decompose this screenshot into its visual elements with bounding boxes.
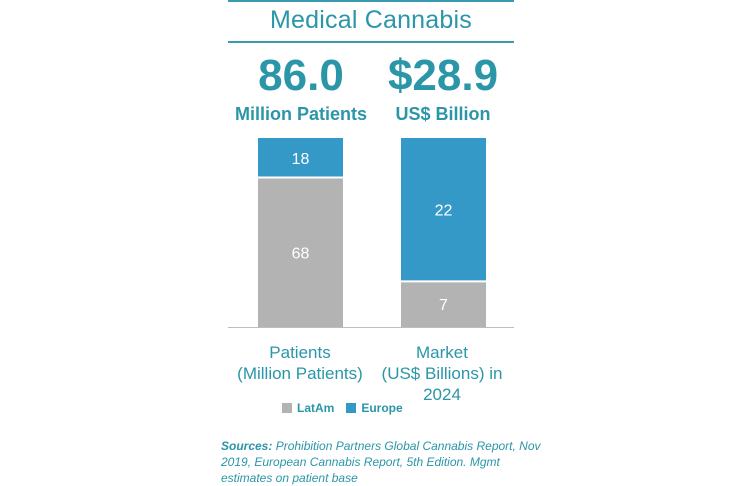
- x-label-market-line3: 2024: [423, 385, 461, 404]
- top-rule: [228, 0, 514, 2]
- data-label-market-latam: 7: [439, 297, 448, 314]
- patients-total-label: Million Patients: [234, 104, 367, 124]
- x-label-patients-line2: (Million Patients): [237, 364, 363, 383]
- data-label-market-europe: 22: [435, 203, 453, 220]
- legend-swatch-latam: [282, 403, 292, 413]
- legend-item-latam: LatAm: [282, 401, 334, 415]
- bar-patients-europe: [258, 138, 343, 178]
- title-underline: [228, 41, 514, 43]
- x-label-market-line2: (US$ Billions) in: [381, 364, 503, 383]
- patients-total: 86.0: [258, 51, 344, 100]
- x-label-market: Market (US$ Billions) in 2024: [362, 342, 522, 405]
- chart-title: Medical Cannabis: [270, 6, 472, 34]
- legend-label-europe: Europe: [361, 401, 403, 415]
- sources-note: Sources: Prohibition Partners Global Can…: [221, 438, 551, 486]
- sources-label: Sources:: [221, 439, 273, 453]
- legend: LatAm Europe: [282, 401, 415, 415]
- legend-item-europe: Europe: [346, 401, 403, 415]
- market-total: $28.9: [387, 51, 499, 100]
- x-label-patients-line1: Patients: [269, 343, 331, 362]
- legend-label-latam: LatAm: [297, 401, 335, 415]
- data-label-patients-latam: 68: [292, 245, 310, 262]
- legend-swatch-europe: [346, 403, 357, 413]
- x-label-patients: Patients (Million Patients): [220, 342, 380, 384]
- stacked-bar-chart: 68 18 7 22: [228, 138, 514, 328]
- sources-text: Prohibition Partners Global Cannabis Rep…: [221, 439, 541, 485]
- bar-market-europe: [401, 138, 486, 282]
- x-label-market-line1: Market: [416, 343, 468, 362]
- market-total-label: US$ Billion: [395, 104, 491, 124]
- bar-market-latam: [401, 281, 486, 327]
- data-label-patients-europe: 18: [292, 151, 310, 168]
- bar-patients-latam: [258, 177, 343, 327]
